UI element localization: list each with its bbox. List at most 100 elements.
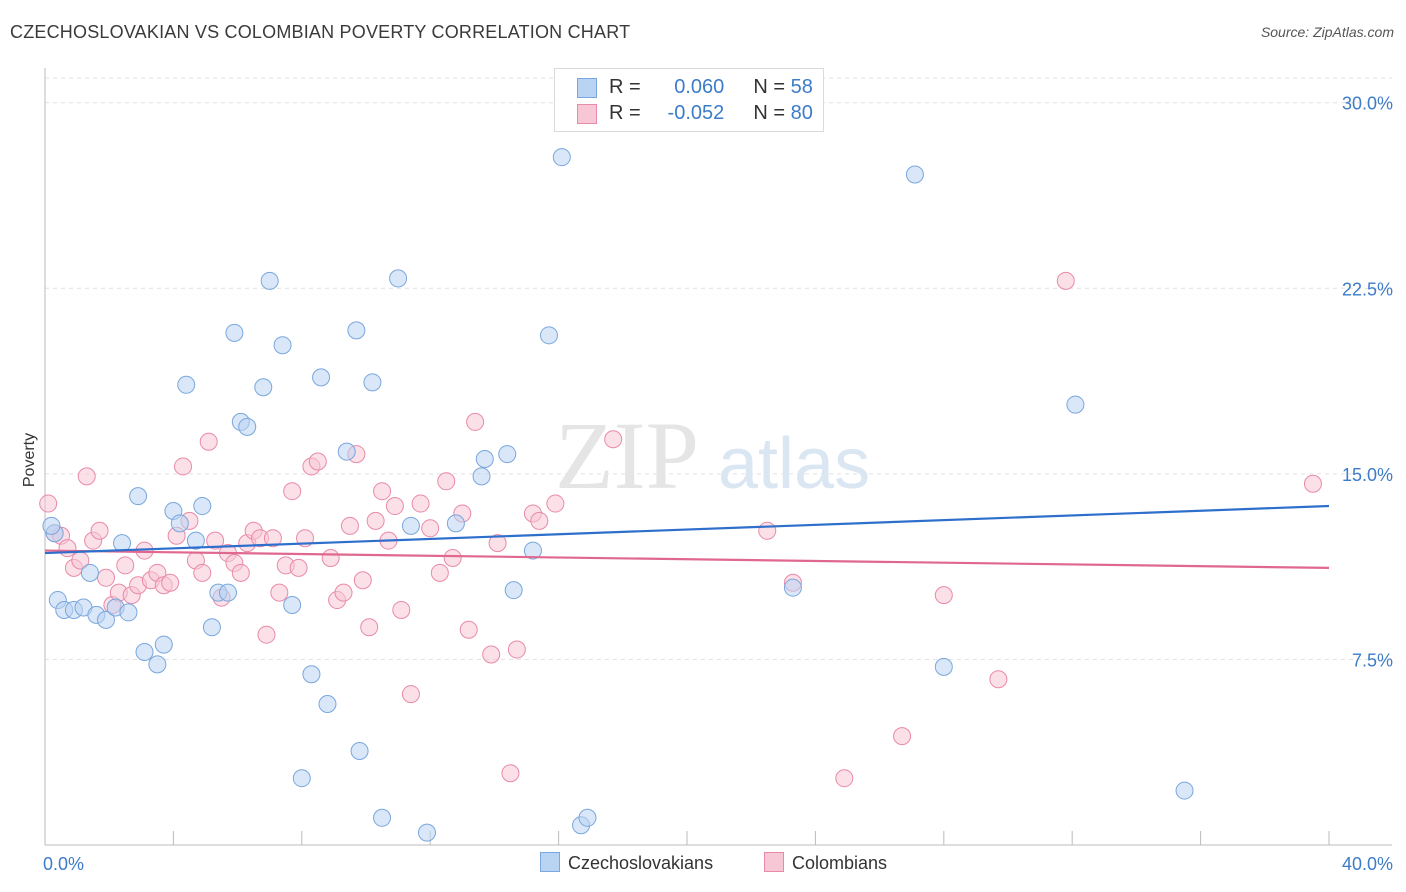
colombian-point xyxy=(604,430,623,449)
watermark-zip: ZIP xyxy=(555,402,699,509)
colombian-point xyxy=(443,548,462,567)
colombian-point xyxy=(466,412,485,431)
czechoslovakian-point xyxy=(225,323,244,342)
colombian-point xyxy=(385,497,404,516)
czechoslovakian-point xyxy=(905,165,924,184)
czechoslovakian-point xyxy=(283,596,302,615)
x-tick-labels: 0.0% 40.0% xyxy=(43,854,1393,874)
colombian-point xyxy=(334,583,353,602)
czechoslovakian-point xyxy=(80,563,99,582)
czechoslovakian-point xyxy=(350,741,369,760)
czechoslovakian-point xyxy=(302,665,321,684)
colombian-point xyxy=(421,519,440,538)
colombian-point xyxy=(199,432,218,451)
colombian-point xyxy=(546,494,565,513)
czechoslovakian-point xyxy=(504,581,523,600)
colombian-point xyxy=(77,467,96,486)
czechoslovakian-point xyxy=(148,655,167,674)
colombian-point xyxy=(193,563,212,582)
colombian-point xyxy=(257,625,276,644)
colombian-point xyxy=(934,586,953,605)
colombian-point xyxy=(401,685,420,704)
czechoslovakian-point xyxy=(578,808,597,827)
legend-box: R = 0.060 N = 58 R = -0.052 N = 80 xyxy=(554,68,824,132)
czechoslovakian-point xyxy=(318,694,337,713)
regression-lines xyxy=(44,504,1330,569)
colombian-point xyxy=(989,670,1008,689)
watermark: ZIP atlas xyxy=(555,402,870,509)
chart-title: CZECHOSLOVAKIAN VS COLOMBIAN POVERTY COR… xyxy=(10,22,631,42)
colombian-point xyxy=(321,548,340,567)
bottom-legend-colombians: Colombians xyxy=(764,852,887,874)
colombian-point xyxy=(1056,271,1075,290)
czechoslovakian-point xyxy=(552,148,571,167)
y-tick-label: 7.5% xyxy=(1352,650,1393,670)
czechoslovakian-point xyxy=(186,531,205,550)
czechoslovakian-point xyxy=(373,808,392,827)
czechoslovakian-point xyxy=(337,442,356,461)
colombian-point xyxy=(58,539,77,558)
czechoslovakian-point xyxy=(96,610,115,629)
colombian-point xyxy=(353,571,372,590)
colombian-point xyxy=(161,573,180,592)
colombian-point xyxy=(308,452,327,471)
czechoslovakian-point xyxy=(238,417,257,436)
czechoslovakian-point xyxy=(177,375,196,394)
czechoslovakian-point xyxy=(347,321,366,340)
legend-r-label: R = xyxy=(609,76,641,98)
points-czechoslovakians xyxy=(42,148,1194,842)
legend-swatch-blue xyxy=(577,78,597,98)
czechoslovakian-point xyxy=(170,514,189,533)
colombian-point xyxy=(96,568,115,587)
colombian-point xyxy=(411,494,430,513)
czechoslovakian-point xyxy=(783,578,802,597)
legend-swatch-pink xyxy=(577,104,597,124)
x-tick-label: 0.0% xyxy=(43,854,84,874)
czechoslovakian-regression-line xyxy=(44,504,1330,555)
czechoslovakian-point xyxy=(934,657,953,676)
czechoslovakian-point xyxy=(1175,781,1194,800)
legend-n-label: N = xyxy=(753,102,786,124)
y-tick-labels: 7.5% 15.0% 22.5% 30.0% xyxy=(1342,94,1393,671)
colombian-point xyxy=(482,645,501,664)
bottom-legend-czechoslovakians: Czechoslovakians xyxy=(540,852,713,874)
czechoslovakian-point xyxy=(446,514,465,533)
y-tick-label: 30.0% xyxy=(1342,94,1393,114)
czechoslovakian-point xyxy=(363,373,382,392)
czechoslovakian-point xyxy=(254,378,273,397)
colombian-point xyxy=(283,482,302,501)
bottom-legend-swatch-blue xyxy=(540,852,560,872)
czechoslovakian-point xyxy=(1066,395,1085,414)
colombian-point xyxy=(206,531,225,550)
czechoslovakian-point xyxy=(475,450,494,469)
y-tick-label: 22.5% xyxy=(1342,279,1393,299)
czechoslovakian-point xyxy=(401,516,420,535)
czechoslovakian-point xyxy=(523,541,542,560)
x-tick-label: 40.0% xyxy=(1342,854,1393,874)
colombian-regression-line xyxy=(44,549,1330,569)
czechoslovakian-point xyxy=(154,635,173,654)
colombian-point xyxy=(530,511,549,530)
colombian-point xyxy=(501,764,520,783)
legend-n-label: N = xyxy=(753,76,786,98)
czechoslovakian-point xyxy=(312,368,331,387)
watermark-atlas: atlas xyxy=(718,424,870,504)
colombian-point xyxy=(360,618,379,637)
colombian-point xyxy=(231,563,250,582)
colombian-point xyxy=(430,563,449,582)
czechoslovakian-point xyxy=(202,618,221,637)
legend-r-value: 0.060 xyxy=(674,76,725,98)
colombian-point xyxy=(373,482,392,501)
colombian-point xyxy=(366,511,385,530)
czechoslovakian-point xyxy=(472,467,491,486)
colombian-point xyxy=(39,494,58,513)
czechoslovakian-point xyxy=(389,269,408,288)
czechoslovakian-point xyxy=(539,326,558,345)
czechoslovakian-point xyxy=(218,583,237,602)
legend-r-label: R = xyxy=(609,102,641,124)
colombian-point xyxy=(116,556,135,575)
colombian-point xyxy=(437,472,456,491)
czechoslovakian-point xyxy=(498,445,517,464)
czechoslovakian-point xyxy=(42,516,61,535)
